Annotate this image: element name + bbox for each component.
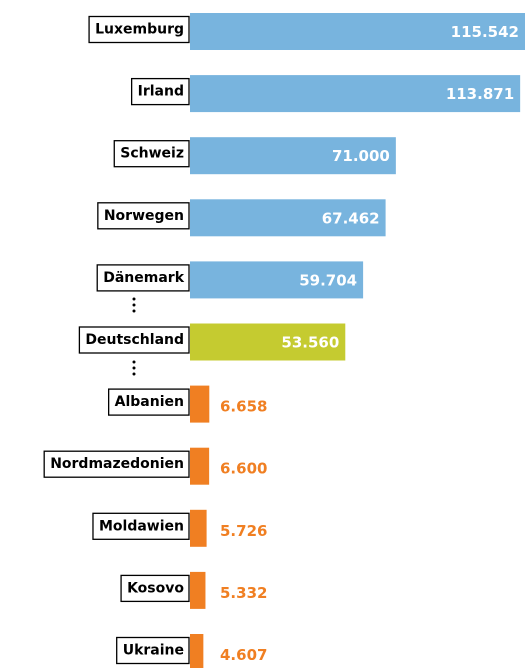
category-label: Irland: [130, 77, 190, 106]
bar: [190, 75, 521, 113]
category-text: Nordmazedonien: [50, 456, 184, 472]
label-box: [43, 450, 190, 478]
label-box: [88, 15, 190, 44]
category-text: Albanien: [115, 394, 184, 410]
category-text: Ukraine: [123, 643, 184, 659]
label-box: [130, 77, 190, 106]
bar: [190, 199, 386, 237]
bar: [190, 137, 396, 175]
bar: [190, 571, 206, 609]
label-box: [78, 326, 190, 354]
category-text: Dänemark: [103, 270, 184, 286]
category-label: Nordmazedonien: [43, 450, 190, 478]
value-label: 67.462: [322, 209, 380, 227]
category-label: Luxemburg: [88, 15, 190, 44]
bar: [190, 385, 210, 423]
value-label: 113.871: [446, 85, 514, 103]
bar: [190, 447, 210, 485]
label-box: [113, 140, 190, 168]
category-text: Schweiz: [120, 146, 184, 162]
category-text: Irland: [138, 84, 184, 100]
value-label: 59.704: [299, 271, 357, 289]
label-box: [108, 388, 190, 416]
value-label: 6.658: [220, 398, 267, 416]
label-box: [92, 512, 190, 540]
value-label: 6.600: [220, 460, 267, 478]
category-label: Albanien: [108, 388, 190, 416]
ellipsis: [132, 297, 136, 376]
category-text: Deutschland: [85, 332, 184, 348]
bar: [190, 261, 364, 299]
label-box: [120, 574, 190, 603]
category-label: Deutschland: [78, 326, 190, 354]
category-label: Schweiz: [113, 140, 190, 168]
category-label: Kosovo: [120, 574, 190, 603]
value-label: 5.726: [220, 522, 267, 540]
category-text: Moldawien: [99, 518, 184, 534]
category-label: Moldawien: [92, 512, 190, 540]
label-box: [97, 202, 190, 230]
category-text: Kosovo: [127, 580, 184, 596]
category-label: Dänemark: [96, 264, 190, 292]
value-label: 115.542: [451, 23, 519, 41]
bar: [190, 323, 346, 361]
bar: [190, 634, 204, 668]
value-label: 71.000: [332, 147, 390, 165]
category-text: Norwegen: [104, 208, 184, 224]
value-label: 4.607: [220, 646, 267, 664]
value-label: 53.560: [281, 334, 339, 352]
bar: [190, 509, 207, 547]
label-box: [96, 264, 190, 292]
label-box: [116, 636, 190, 665]
category-text: Luxemburg: [95, 22, 184, 38]
value-label: 5.332: [220, 584, 267, 602]
category-label: Ukraine: [116, 636, 190, 665]
bar: [190, 13, 525, 50]
category-label: Norwegen: [97, 202, 190, 230]
